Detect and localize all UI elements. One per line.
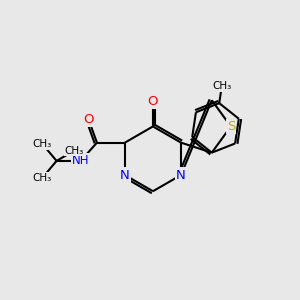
Text: NH: NH xyxy=(72,154,89,167)
Text: CH₃: CH₃ xyxy=(212,81,232,91)
Text: N: N xyxy=(120,169,130,182)
Text: O: O xyxy=(83,113,94,126)
Text: N: N xyxy=(176,169,186,182)
Text: O: O xyxy=(148,95,158,108)
Text: S: S xyxy=(226,120,235,133)
Text: CH₃: CH₃ xyxy=(33,173,52,183)
Text: CH₃: CH₃ xyxy=(33,139,52,149)
Text: CH₃: CH₃ xyxy=(64,146,84,156)
